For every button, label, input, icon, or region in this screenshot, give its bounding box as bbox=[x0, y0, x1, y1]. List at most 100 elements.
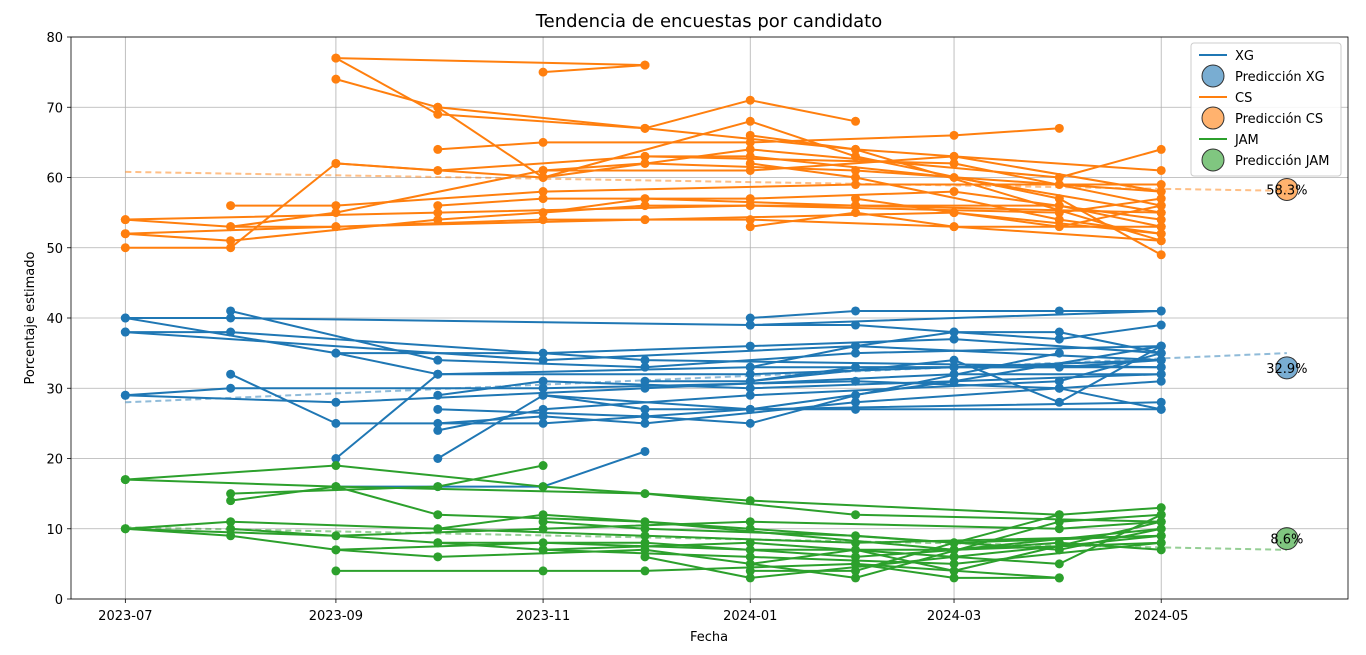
poll-point-xg bbox=[640, 355, 650, 365]
poll-point-cs bbox=[1156, 215, 1166, 225]
prediction-label-cs: 58.3% bbox=[1266, 183, 1307, 198]
poll-point-xg bbox=[640, 383, 650, 393]
poll-point-cs bbox=[949, 222, 959, 232]
poll-point-xg bbox=[538, 383, 548, 393]
poll-point-cs bbox=[120, 215, 130, 225]
poll-line-cs bbox=[750, 162, 1162, 235]
poll-point-jam bbox=[640, 545, 650, 555]
poll-point-xg bbox=[538, 390, 548, 400]
poll-point-cs bbox=[1156, 236, 1166, 246]
x-axis-label: Fecha bbox=[690, 630, 728, 645]
poll-point-cs bbox=[538, 187, 548, 197]
poll-point-cs bbox=[331, 53, 341, 63]
poll-point-cs bbox=[745, 95, 755, 105]
poll-line-cs bbox=[437, 106, 1162, 256]
poll-point-xg bbox=[1156, 369, 1166, 379]
poll-point-xg bbox=[745, 341, 755, 351]
poll-line-xg bbox=[125, 310, 1162, 326]
poll-point-cs bbox=[433, 215, 443, 225]
poll-point-cs bbox=[745, 137, 755, 147]
legend-box bbox=[1190, 42, 1342, 177]
poll-point-cs bbox=[640, 60, 650, 70]
poll-line-cs bbox=[230, 183, 1162, 207]
poll-point-jam bbox=[1054, 517, 1064, 527]
poll-point-jam bbox=[640, 531, 650, 541]
poll-point-cs bbox=[640, 123, 650, 133]
poll-point-cs bbox=[851, 208, 861, 218]
poll-point-jam bbox=[745, 573, 755, 583]
poll-point-cs bbox=[538, 67, 548, 77]
poll-point-cs bbox=[745, 222, 755, 232]
poll-point-jam bbox=[538, 566, 548, 576]
y-tick-label: 20 bbox=[46, 453, 63, 468]
legend-label-prediction-xg: Predicción XG bbox=[1235, 70, 1325, 85]
poll-point-jam bbox=[433, 510, 443, 520]
poll-point-cs bbox=[538, 208, 548, 218]
poll-point-cs bbox=[745, 116, 755, 126]
poll-point-xg bbox=[1054, 383, 1064, 393]
x-tick-label: 2024-03 bbox=[927, 609, 981, 624]
poll-point-cs bbox=[120, 229, 130, 239]
poll-point-jam bbox=[226, 531, 236, 541]
poll-point-jam bbox=[226, 517, 236, 527]
legend-marker-prediction-cs bbox=[1201, 106, 1225, 130]
poll-point-xg bbox=[433, 418, 443, 428]
poll-point-cs bbox=[949, 208, 959, 218]
poll-point-jam bbox=[640, 566, 650, 576]
y-tick-label: 60 bbox=[46, 172, 63, 187]
poll-point-jam bbox=[745, 566, 755, 576]
legend-label-prediction-cs: Predicción CS bbox=[1235, 112, 1323, 127]
poll-point-jam bbox=[949, 566, 959, 576]
poll-point-xg bbox=[640, 411, 650, 421]
poll-line-jam bbox=[125, 478, 1162, 523]
poll-point-cs bbox=[226, 201, 236, 211]
poll-point-cs bbox=[949, 158, 959, 168]
poll-point-cs bbox=[538, 165, 548, 175]
poll-point-cs bbox=[1156, 250, 1166, 260]
poll-point-xg bbox=[745, 376, 755, 386]
poll-point-cs bbox=[433, 165, 443, 175]
poll-point-jam bbox=[1156, 531, 1166, 541]
poll-point-xg bbox=[949, 355, 959, 365]
poll-point-cs bbox=[851, 173, 861, 182]
poll-point-cs bbox=[1054, 180, 1064, 190]
poll-point-jam bbox=[226, 489, 236, 499]
poll-point-cs bbox=[433, 102, 443, 112]
poll-point-cs bbox=[745, 151, 755, 161]
poll-point-jam bbox=[1054, 573, 1064, 583]
poll-point-cs bbox=[1156, 187, 1166, 197]
poll-point-jam bbox=[120, 475, 130, 485]
poll-point-jam bbox=[851, 573, 861, 583]
poll-point-xg bbox=[949, 376, 959, 386]
poll-point-jam bbox=[538, 510, 548, 520]
poll-point-cs bbox=[851, 194, 861, 204]
poll-point-jam bbox=[1156, 503, 1166, 513]
legend-marker-prediction-jam bbox=[1201, 148, 1225, 172]
poll-point-xg bbox=[1054, 348, 1064, 358]
poll-point-cs bbox=[851, 151, 861, 161]
poll-line-cs bbox=[543, 64, 646, 74]
poll-point-xg bbox=[226, 313, 236, 323]
y-tick-label: 70 bbox=[46, 101, 63, 116]
poll-point-xg bbox=[120, 390, 130, 400]
poll-point-cs bbox=[120, 243, 130, 253]
poll-point-cs bbox=[1054, 215, 1064, 225]
poll-point-xg bbox=[745, 369, 755, 379]
trend-line-xg bbox=[125, 352, 1287, 404]
poll-point-jam bbox=[949, 552, 959, 562]
poll-point-xg bbox=[331, 418, 341, 428]
poll-point-cs bbox=[745, 201, 755, 211]
poll-point-cs bbox=[745, 144, 755, 154]
legend-marker-prediction-xg bbox=[1201, 64, 1225, 88]
poll-point-cs bbox=[1054, 123, 1064, 133]
poll-point-xg bbox=[538, 404, 548, 414]
poll-point-cs bbox=[1156, 201, 1166, 211]
poll-point-cs bbox=[851, 144, 861, 154]
poll-point-jam bbox=[1054, 559, 1064, 569]
poll-point-jam bbox=[745, 496, 755, 506]
x-tick-label: 2024-01 bbox=[723, 609, 777, 624]
poll-point-jam bbox=[331, 482, 341, 492]
poll-point-cs bbox=[949, 187, 959, 197]
poll-point-cs bbox=[1054, 201, 1064, 211]
poll-point-jam bbox=[745, 559, 755, 569]
